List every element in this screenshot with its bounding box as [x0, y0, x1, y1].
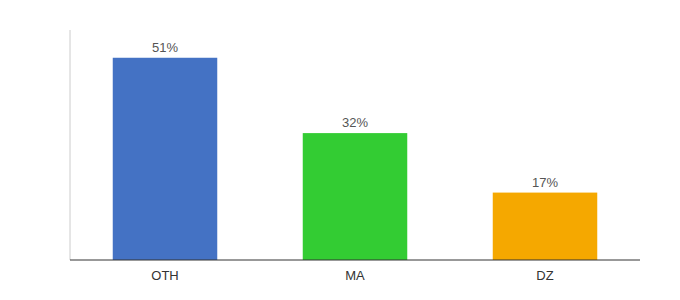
y-axis-line — [70, 30, 71, 260]
data-label: 51% — [152, 40, 178, 55]
x-tick-label: DZ — [536, 268, 553, 283]
bar — [113, 58, 218, 260]
bar — [493, 193, 598, 260]
x-tick-label: OTH — [151, 268, 178, 283]
x-tick-label: MA — [345, 268, 365, 283]
data-label: 17% — [532, 175, 558, 190]
data-label: 32% — [342, 115, 368, 130]
chart-svg: 51% 32% 17% OTH MA DZ — [0, 0, 680, 300]
page: {"chart_data": {"type": "bar", "categori… — [0, 0, 680, 300]
bars — [113, 58, 598, 260]
chart-container: 51% 32% 17% OTH MA DZ — [0, 0, 680, 300]
bar — [303, 133, 408, 260]
x-axis-line — [70, 260, 640, 261]
